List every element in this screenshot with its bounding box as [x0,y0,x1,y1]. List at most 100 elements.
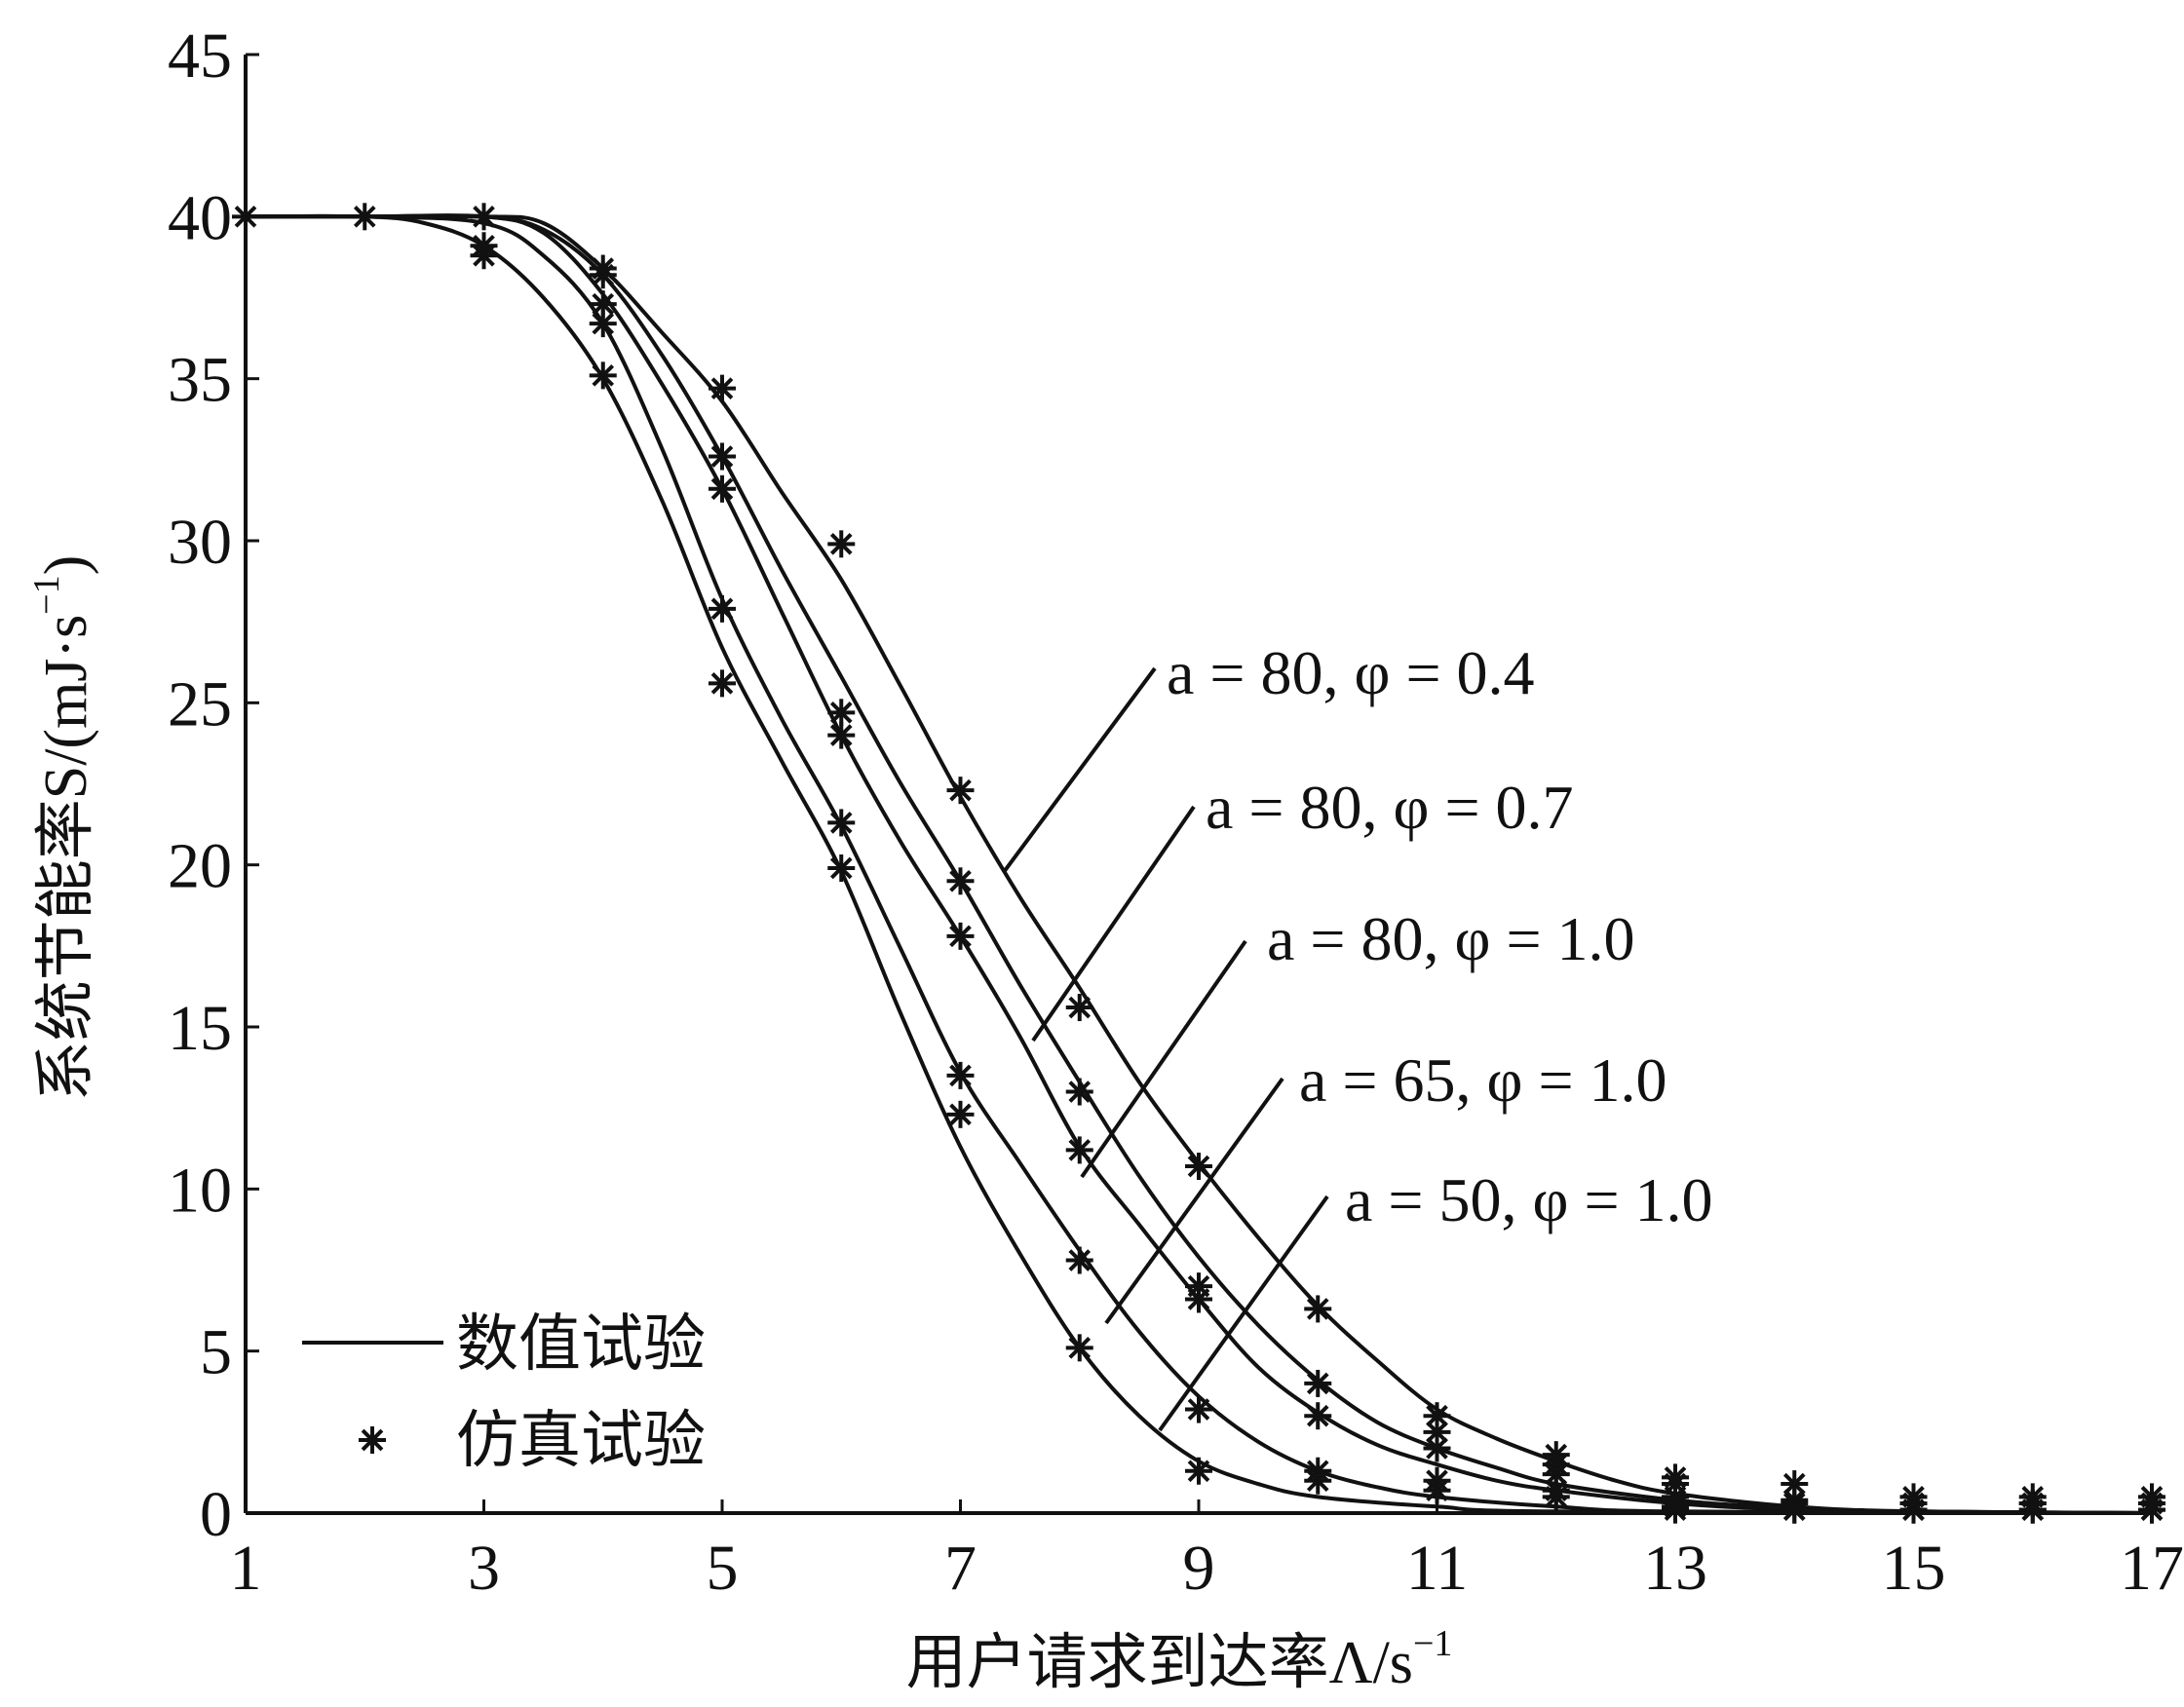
x-tick-label: 13 [1643,1533,1707,1604]
asterisk-stroke [1187,1288,1210,1310]
asterisk-stroke [2021,1498,2045,1521]
asterisk-stroke [949,869,972,892]
x-tick-label: 15 [1882,1533,1946,1604]
asterisk-stroke [829,533,853,555]
x-axis-title-main: 用户请求到达率Λ/s [906,1630,1413,1696]
x-tick-label: 7 [944,1533,977,1604]
legend-asterisk-marker [359,1426,386,1454]
data-point [1304,1402,1332,1430]
y-tick-label: 0 [200,1479,232,1550]
annotation-leader-line [1002,666,1157,874]
legend-label-numeric: 数值试验 [456,1309,706,1379]
annotation-label: a = 80, φ = 1.0 [1267,904,1635,973]
y-tick-label: 30 [168,507,232,578]
data-point [1065,994,1093,1022]
data-point [589,261,617,289]
data-point [232,203,259,231]
asterisk-stroke [473,206,495,228]
annotation-leader-line [1158,1195,1329,1432]
y-axis-title-sup: −1 [26,575,67,614]
data-point [2018,1496,2047,1524]
series-line-4 [245,213,2153,1515]
data-point [946,1100,975,1128]
asterisk-stroke [592,292,615,316]
annotation-label: a = 80, φ = 0.7 [1206,773,1574,842]
series-line-1 [246,213,2153,1515]
data-point [946,922,975,950]
data-point [1662,1496,1689,1524]
asterisk-stroke [949,1103,972,1126]
asterisk-stroke [592,364,615,387]
x-tick-label: 17 [2120,1533,2184,1604]
data-point [709,474,736,503]
y-tick-label: 40 [168,182,232,253]
data-point [589,310,617,338]
data-point [1542,1483,1570,1511]
data-point [709,442,736,471]
data-point [946,867,975,895]
asterisk-stroke [1068,1139,1092,1161]
y-axis-title: 系统节能率S/(mJ·s−1) [26,555,99,1102]
y-tick-label: 15 [168,993,232,1064]
x-tick-label: 1 [230,1533,262,1604]
asterisk-stroke [1306,1404,1329,1427]
asterisk-stroke [949,925,972,948]
data-point [589,361,617,390]
y-tick-label: 5 [200,1317,232,1388]
asterisk-stroke [1426,1421,1448,1444]
asterisk-stroke [473,244,495,267]
annotation-label: a = 80, φ = 0.4 [1167,638,1535,707]
asterisk-stroke [829,724,853,746]
data-point [1065,1078,1093,1106]
data-point [2138,1496,2165,1524]
data-point [709,669,736,698]
x-tick-label: 9 [1183,1533,1215,1604]
asterisk-stroke [353,206,376,228]
annotation-label: a = 65, φ = 1.0 [1299,1045,1667,1115]
data-point [827,530,856,558]
data-point [709,374,736,402]
asterisk-stroke [1426,1404,1448,1427]
series-points [232,203,2165,1524]
data-point [1185,1153,1212,1181]
data-point [1781,1496,1809,1524]
annotation-leader-line [1104,1077,1284,1325]
x-tick-label: 5 [707,1533,739,1604]
asterisk-stroke [1068,1081,1092,1103]
y-tick-label: 35 [168,345,232,416]
legend-asterisk [359,1426,386,1454]
asterisk-stroke [1782,1472,1806,1496]
y-tick-label: 10 [168,1155,232,1226]
data-point [709,594,736,623]
data-point [827,854,856,882]
data-point [1185,1395,1212,1423]
annotation-label: a = 50, φ = 1.0 [1345,1165,1713,1234]
y-axis-title-close: ) [33,555,99,576]
asterisk-stroke [361,1428,384,1452]
data-point [1423,1434,1451,1462]
asterisk-stroke [710,597,734,621]
y-tick-label: 45 [168,20,232,92]
legend: 数值试验 仿真试验 [302,1309,706,1475]
asterisk-stroke [1902,1498,1925,1521]
data-point [1304,1295,1332,1323]
asterisk-stroke [1068,1337,1092,1359]
data-point [1065,1136,1093,1164]
data-point [470,242,498,270]
asterisk-stroke [829,856,853,880]
asterisk-stroke [234,206,257,228]
asterisk-stroke [710,377,734,399]
legend-label-simulation: 仿真试验 [456,1406,706,1475]
data-point [1185,1285,1212,1313]
x-axis-title: 用户请求到达率Λ/s−1 [906,1623,1453,1696]
y-tick-label: 20 [168,831,232,902]
asterisk-stroke [829,812,853,834]
asterisk-stroke [592,312,615,335]
asterisk-stroke [1306,1372,1329,1395]
y-axis-title-main: 系统节能率S/(mJ·s [33,615,99,1101]
asterisk-stroke [1306,1298,1329,1320]
asterisk-stroke [1306,1469,1329,1493]
data-point [1065,1246,1093,1274]
